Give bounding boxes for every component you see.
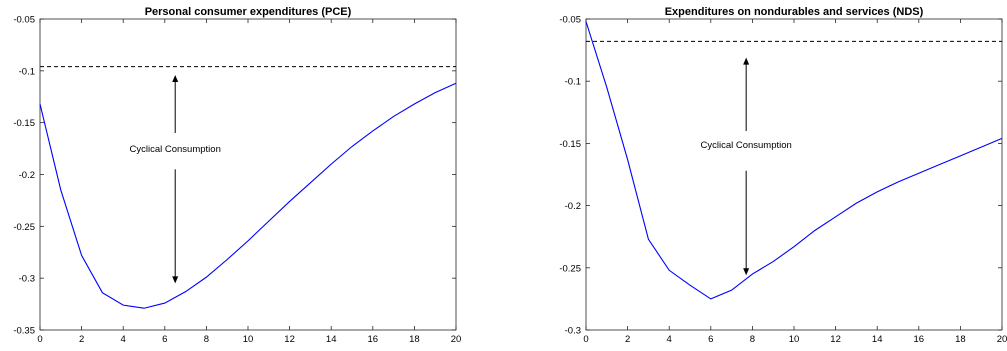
x-tick-label: 18 xyxy=(955,334,966,345)
arrow-down-head xyxy=(743,268,750,276)
x-tick-label: 20 xyxy=(997,334,1007,345)
x-tick-label: 0 xyxy=(37,334,42,345)
arrow-down-head xyxy=(172,276,179,284)
chart-title: Personal consumer expenditures (PCE) xyxy=(145,6,352,18)
y-tick-label: -0.35 xyxy=(13,326,35,337)
series-line xyxy=(585,21,1003,300)
y-tick-label: -0.2 xyxy=(19,170,35,181)
x-tick-label: 16 xyxy=(914,334,925,345)
y-tick-label: -0.25 xyxy=(559,263,581,274)
y-tick-label: -0.2 xyxy=(565,201,581,212)
x-tick-label: 10 xyxy=(243,334,254,345)
y-tick-label: -0.05 xyxy=(559,15,581,26)
x-tick-label: 6 xyxy=(162,334,167,345)
x-tick-label: 12 xyxy=(830,334,841,345)
series-line xyxy=(39,82,457,309)
x-tick-label: 4 xyxy=(121,334,126,345)
x-tick-label: 12 xyxy=(284,334,295,345)
y-tick-label: -0.15 xyxy=(559,139,581,150)
y-tick-label: -0.1 xyxy=(19,66,35,77)
annotation-label: Cyclical Consumption xyxy=(700,140,791,151)
chart-1: Personal consumer expenditures (PCE) 0 2 4 6… xyxy=(13,6,461,345)
x-tick-label: 16 xyxy=(368,334,379,345)
chart-2: Expenditures on nondurables and services… xyxy=(559,6,1007,345)
x-tick-label: 8 xyxy=(750,334,755,345)
y-tick-label: -0.3 xyxy=(19,274,35,285)
x-tick-label: 14 xyxy=(326,334,337,345)
y-tick-label: -0.25 xyxy=(13,222,35,233)
plot-frame xyxy=(585,18,1003,331)
y-tick-label: -0.3 xyxy=(565,326,581,337)
y-tick-label: -0.15 xyxy=(13,118,35,129)
annotation-label: Cyclical Consumption xyxy=(130,144,221,155)
chart-title: Expenditures on nondurables and services… xyxy=(665,6,924,18)
y-tick-label: -0.1 xyxy=(565,77,581,88)
arrow-up-head xyxy=(743,57,750,65)
x-tick-label: 6 xyxy=(708,334,713,345)
y-tick-label: -0.05 xyxy=(13,15,35,26)
x-tick-label: 18 xyxy=(409,334,420,345)
x-tick-label: 2 xyxy=(625,334,630,345)
x-tick-label: 0 xyxy=(583,334,588,345)
x-tick-label: 8 xyxy=(204,334,209,345)
x-tick-label: 14 xyxy=(872,334,883,345)
x-tick-label: 20 xyxy=(451,334,462,345)
arrow-up-head xyxy=(172,74,179,82)
x-tick-label: 4 xyxy=(667,334,672,345)
plot-frame xyxy=(39,18,457,331)
x-tick-label: 10 xyxy=(789,334,800,345)
x-tick-label: 2 xyxy=(79,334,84,345)
